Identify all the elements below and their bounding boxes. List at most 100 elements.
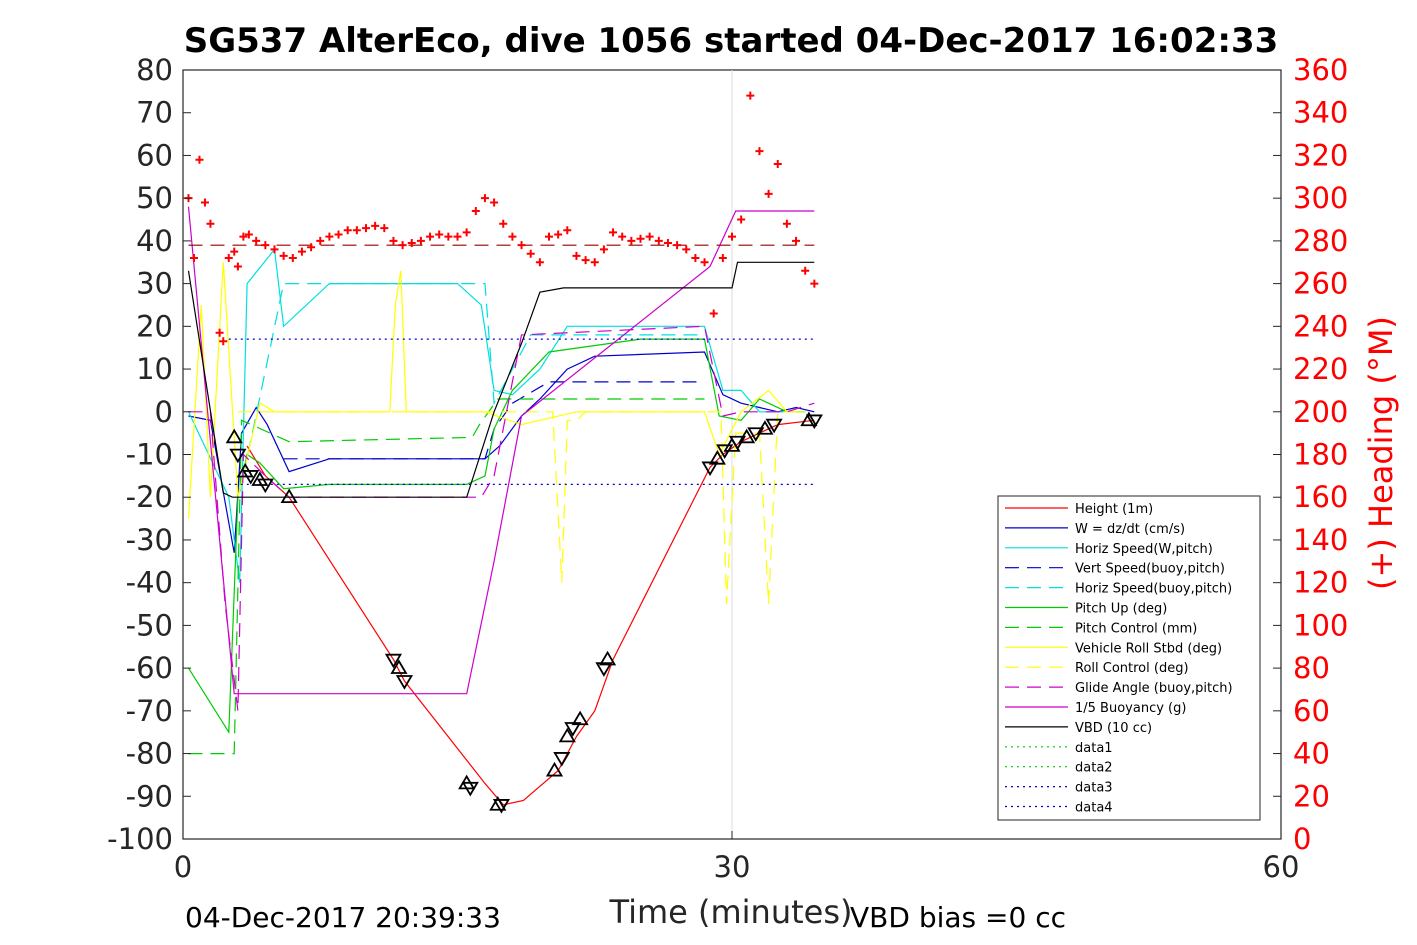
legend-label: Height (1m)	[1075, 502, 1153, 517]
marker-layer	[184, 91, 823, 814]
series-line-11	[187, 206, 815, 695]
triangle-marker	[800, 411, 818, 427]
heading-marker	[219, 337, 228, 346]
heading-marker	[279, 251, 288, 260]
heading-marker	[691, 253, 700, 262]
legend-label: W = dz/dt (cm/s)	[1075, 522, 1185, 537]
legend-label: Horiz Speed(W,pitch)	[1075, 542, 1213, 557]
right-tick-label: 240	[1293, 309, 1348, 343]
heading-marker	[517, 241, 526, 250]
x-tick-label: 60	[1263, 850, 1300, 884]
heading-marker	[325, 232, 334, 241]
right-tick-label: 300	[1293, 181, 1348, 215]
chart-title: SG537 AlterEco, dive 1056 started 04-Dec…	[184, 21, 1279, 61]
triangle-marker	[492, 799, 510, 814]
right-tick-label: 320	[1293, 138, 1348, 172]
triangle-marker	[280, 488, 298, 504]
heading-marker	[581, 256, 590, 265]
triangle-marker	[553, 752, 571, 767]
heading-marker	[499, 219, 508, 228]
heading-marker	[792, 236, 801, 245]
left-tick-label: 0	[155, 395, 173, 429]
right-tick-label: 340	[1293, 96, 1348, 130]
heading-marker	[572, 251, 581, 260]
triangle-marker	[564, 722, 582, 737]
right-tick-label: 120	[1293, 566, 1348, 600]
left-tick-label: 20	[136, 309, 173, 343]
heading-marker	[371, 221, 380, 230]
triangle-marker	[242, 470, 260, 485]
series-line-9	[237, 411, 806, 605]
heading-marker	[407, 239, 416, 248]
heading-marker	[389, 236, 398, 245]
series-line-7	[188, 398, 705, 755]
legend-label: Glide Angle (buoy,pitch)	[1075, 681, 1233, 696]
triangle-marker	[756, 420, 774, 435]
heading-marker	[728, 232, 736, 241]
right-tick-label: 140	[1293, 523, 1348, 557]
heading-marker	[200, 198, 209, 207]
heading-marker	[316, 236, 325, 245]
legend-label: VBD (10 cc)	[1075, 721, 1152, 736]
series-line-4	[283, 381, 705, 460]
heading-marker	[252, 236, 261, 245]
heading-marker	[362, 224, 370, 233]
heading-marker	[810, 279, 819, 288]
left-tick-label: 30	[136, 267, 173, 301]
heading-marker	[709, 309, 718, 318]
legend-label: 1/5 Buoyancy (g)	[1075, 701, 1186, 716]
heading-marker	[224, 253, 233, 262]
legend-label: Pitch Control (mm)	[1075, 621, 1197, 636]
left-tick-label: 70	[136, 96, 173, 130]
right-tick-label: 220	[1293, 352, 1348, 386]
left-tick-label: 80	[136, 53, 173, 87]
heading-marker	[645, 232, 654, 241]
right-tick-label: 280	[1293, 224, 1348, 258]
heading-marker	[334, 230, 343, 239]
heading-marker	[599, 245, 608, 254]
left-tick-label: -70	[126, 694, 173, 728]
heading-marker	[288, 253, 297, 262]
series-line-8	[187, 262, 806, 519]
heading-marker	[297, 247, 306, 256]
right-tick-label: 200	[1293, 395, 1348, 429]
triangle-marker	[390, 659, 408, 674]
series-line-12	[187, 261, 815, 498]
triangle-marker	[805, 414, 823, 430]
heading-marker	[426, 232, 435, 241]
heading-marker	[490, 198, 499, 207]
heading-marker	[307, 243, 316, 252]
heading-marker	[352, 226, 361, 235]
legend-label: data4	[1075, 801, 1113, 816]
left-tick-label: -100	[107, 822, 173, 856]
left-tick-label: -20	[126, 480, 173, 514]
left-tick-label: 10	[136, 352, 173, 386]
heading-marker	[343, 226, 352, 235]
heading-marker	[233, 262, 242, 271]
heading-marker	[609, 228, 618, 237]
heading-marker	[444, 232, 453, 241]
legend-label: Vert Speed(buoy,pitch)	[1075, 562, 1225, 577]
legend-label: data1	[1075, 741, 1113, 756]
heading-marker	[545, 232, 553, 241]
triangle-marker	[384, 653, 403, 669]
heading-marker	[627, 236, 636, 245]
triangle-marker	[571, 710, 589, 726]
heading-marker	[618, 232, 627, 241]
triangle-marker	[701, 461, 719, 477]
footer-vbd-bias: VBD bias =0 cc	[850, 901, 1066, 934]
legend-label: Roll Control (deg)	[1075, 661, 1189, 676]
series-line-5	[242, 283, 705, 477]
heading-marker	[782, 219, 791, 228]
heading-marker	[462, 228, 471, 237]
heading-marker	[636, 234, 645, 243]
triangle-marker	[545, 761, 564, 777]
right-tick-label: 100	[1293, 608, 1348, 642]
heading-marker	[206, 219, 215, 228]
heading-marker	[755, 147, 764, 156]
heading-marker	[673, 241, 682, 250]
right-tick-label: 0	[1293, 822, 1311, 856]
heading-marker	[195, 155, 204, 164]
x-tick-label: 30	[714, 850, 751, 884]
